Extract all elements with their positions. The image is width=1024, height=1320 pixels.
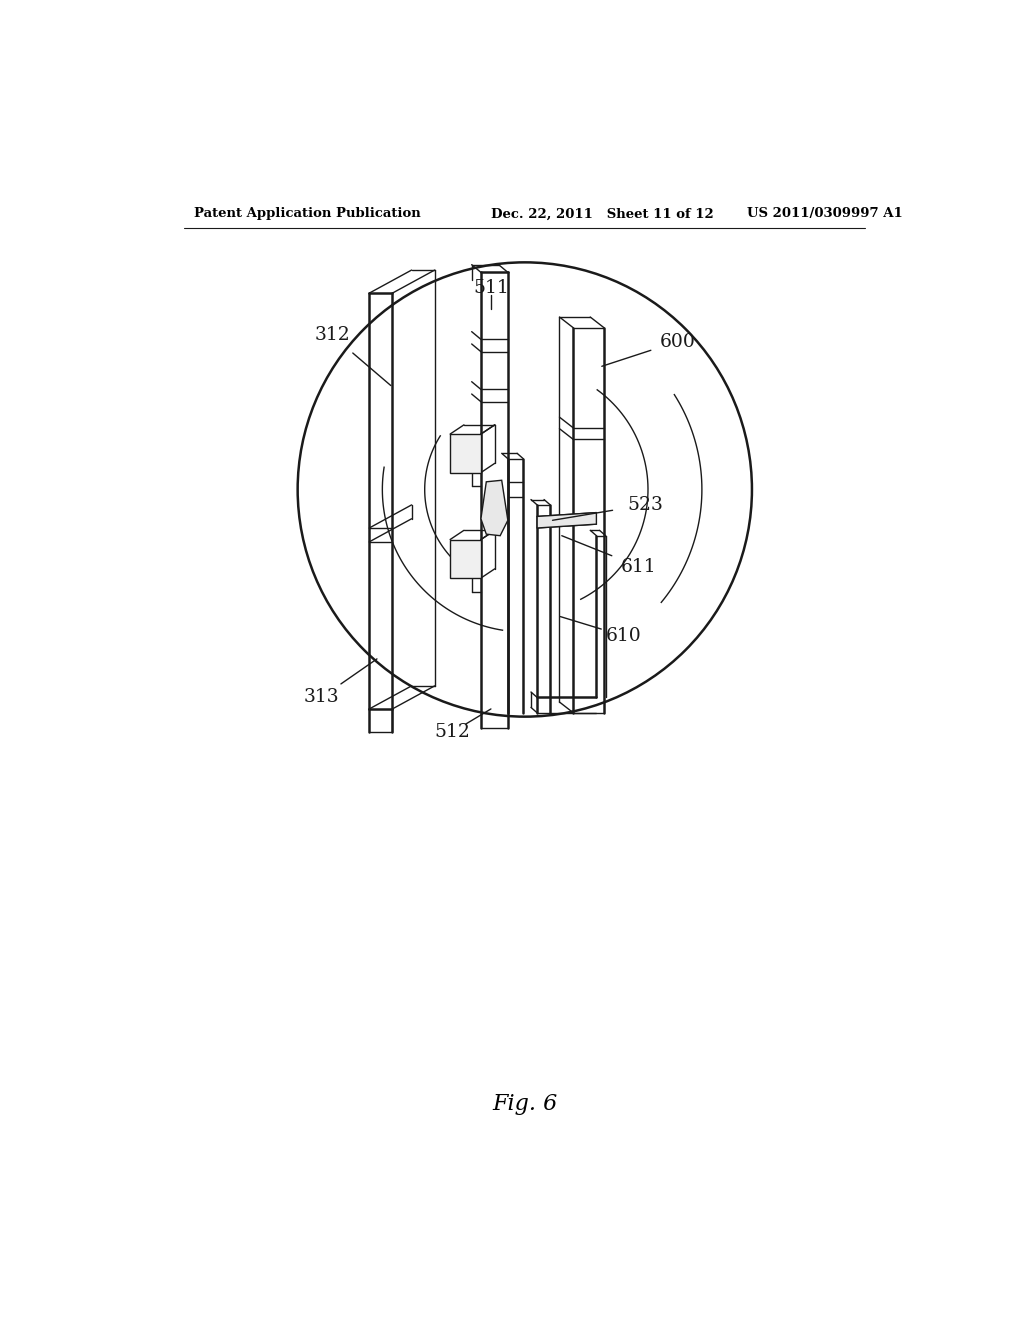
Text: 611: 611 bbox=[621, 557, 656, 576]
Polygon shape bbox=[451, 434, 481, 473]
Text: 523: 523 bbox=[627, 496, 663, 513]
Text: 512: 512 bbox=[434, 723, 470, 741]
Text: 313: 313 bbox=[304, 689, 339, 706]
Text: 610: 610 bbox=[605, 627, 641, 644]
Text: Patent Application Publication: Patent Application Publication bbox=[194, 207, 421, 220]
Text: 600: 600 bbox=[659, 333, 695, 351]
Polygon shape bbox=[481, 480, 508, 536]
Polygon shape bbox=[451, 540, 481, 578]
Text: Dec. 22, 2011   Sheet 11 of 12: Dec. 22, 2011 Sheet 11 of 12 bbox=[490, 207, 714, 220]
Text: 312: 312 bbox=[314, 326, 350, 345]
Text: US 2011/0309997 A1: US 2011/0309997 A1 bbox=[746, 207, 902, 220]
Text: Fig. 6: Fig. 6 bbox=[493, 1093, 557, 1115]
Text: 511: 511 bbox=[473, 279, 509, 297]
Polygon shape bbox=[538, 512, 596, 528]
